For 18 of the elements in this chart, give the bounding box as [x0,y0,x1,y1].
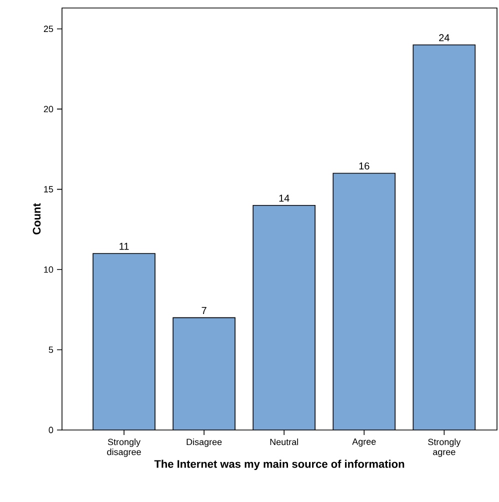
y-tick-label: 10 [44,266,54,273]
y-tick-label: 0 [48,426,54,434]
x-tick-label: Disagree [186,438,222,447]
y-tick-label: 5 [48,346,54,353]
y-tick-label: 15 [44,186,54,192]
y-tick-label: 20 [44,106,54,112]
x-tick-label: Strongly disagree [107,438,141,457]
y-axis-title: Count [32,203,41,234]
data-label: 11 [120,242,129,250]
x-tick-label: Strongly agree [428,438,461,457]
data-label: 24 [439,34,450,42]
y-tick-label: 25 [44,26,54,32]
x-axis-title: The Internet was my main source of information [154,460,404,470]
x-tick-label: Agree [352,438,376,447]
data-label: 7 [202,307,206,314]
data-label: 16 [359,162,370,170]
data-label: 14 [279,194,290,202]
x-tick-label: Neutral [270,438,298,446]
